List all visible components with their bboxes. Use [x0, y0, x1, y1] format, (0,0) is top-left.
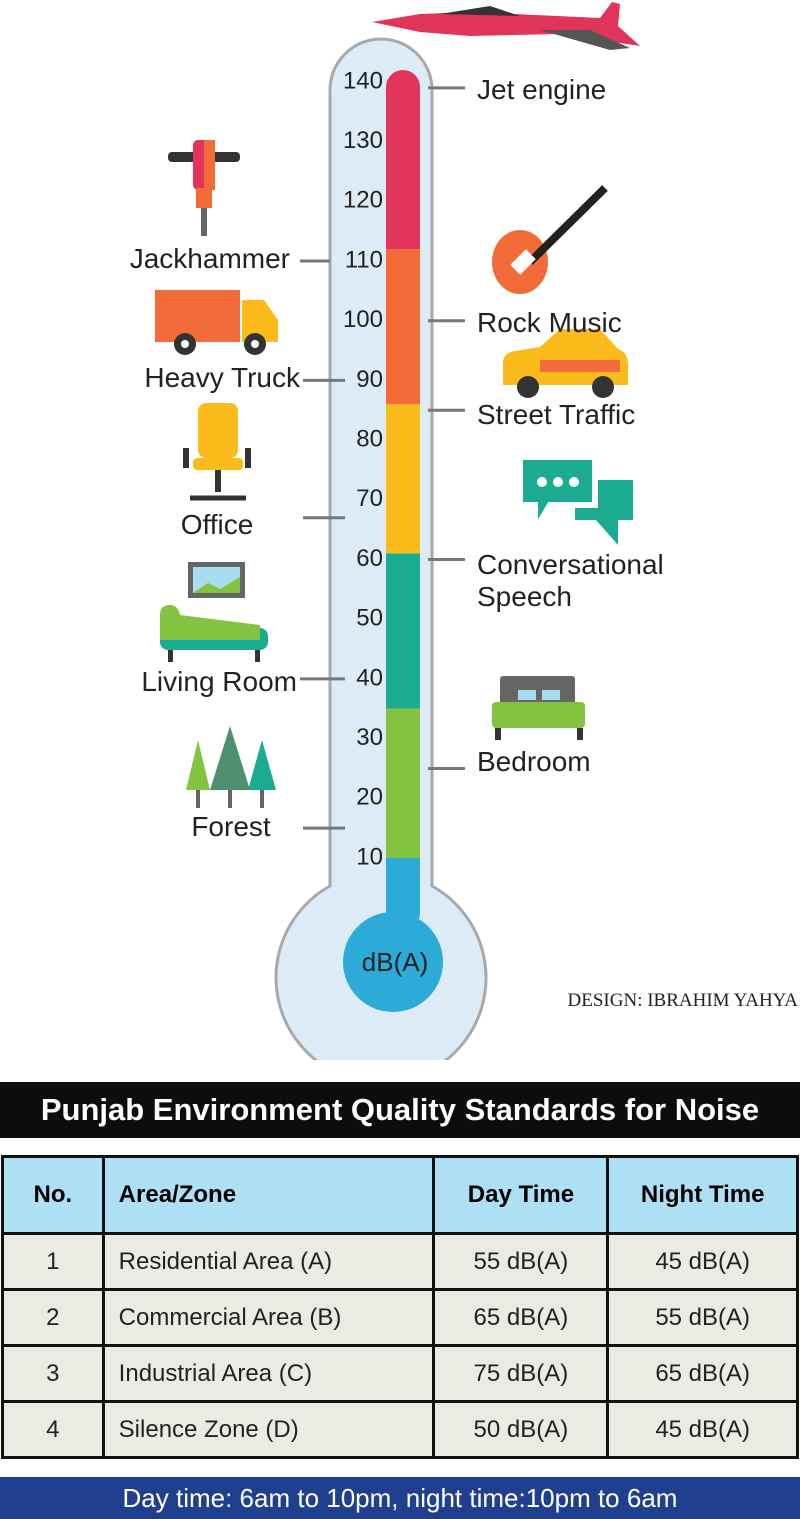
footnote: Day time: 6am to 10pm, night time:10pm t…	[0, 1477, 800, 1519]
jackhammer-icon	[168, 140, 240, 236]
table-cell: 45 dB(A)	[606, 1232, 799, 1291]
tick-label: 90	[356, 366, 383, 393]
tick-label: 10	[356, 843, 383, 870]
tick-label: 140	[343, 67, 383, 94]
marker-label: Conversational Speech	[477, 549, 664, 612]
marker-label: Living Room	[141, 666, 297, 697]
table-cell: Residential Area (A)	[101, 1232, 436, 1291]
marker-label: Street Traffic	[477, 399, 636, 430]
tick-label: 100	[343, 306, 383, 333]
column	[386, 70, 420, 930]
living-room-icon	[160, 562, 268, 662]
tick-label: 40	[356, 664, 383, 691]
band	[386, 708, 420, 858]
guitar-icon	[492, 185, 608, 294]
tick-label: 60	[356, 545, 383, 572]
table-cell: 55 dB(A)	[606, 1288, 799, 1347]
marker-label: Bedroom	[477, 746, 591, 777]
tick-label: 20	[356, 784, 383, 811]
tick-label: 130	[343, 127, 383, 154]
car-icon	[503, 329, 628, 398]
table-title: Punjab Environment Quality Standards for…	[0, 1082, 800, 1138]
tick-label: 70	[356, 485, 383, 512]
truck-icon	[155, 290, 278, 355]
table-cell: Silence Zone (D)	[101, 1400, 436, 1459]
band	[386, 70, 420, 250]
marker-label: Heavy Truck	[144, 362, 300, 393]
header-cell: No.	[1, 1155, 105, 1235]
table-cell: 75 dB(A)	[432, 1344, 610, 1403]
tick-label: 110	[345, 246, 383, 273]
marker-label: Jet engine	[477, 74, 607, 105]
table-cell: 55 dB(A)	[432, 1232, 610, 1291]
band	[386, 249, 420, 405]
tick-label: 120	[343, 187, 383, 214]
thermometer: dB(A) 10 20 30 40 50 60 70 80 90 100 110 120 130 140	[155, 2, 640, 1060]
table-row: 2 Commercial Area (B) 65 dB(A) 55 dB(A)	[1, 1288, 799, 1347]
marker-label: Jackhammer	[129, 243, 290, 274]
table-row: 4 Silence Zone (D) 50 dB(A) 45 dB(A)	[1, 1400, 799, 1459]
header-cell: Day Time	[432, 1155, 610, 1235]
bed-icon	[492, 676, 585, 740]
header-row: No. Area/Zone Day Time Night Time	[1, 1155, 799, 1235]
table-cell: 45 dB(A)	[606, 1400, 799, 1459]
tick-label: 30	[356, 724, 383, 751]
table-row: 1 Residential Area (A) 55 dB(A) 45 dB(A)	[1, 1232, 799, 1291]
table-cell: 3	[1, 1344, 105, 1403]
table-cell: 50 dB(A)	[432, 1400, 610, 1459]
table-cell: Industrial Area (C)	[101, 1344, 436, 1403]
standards-table: No. Area/Zone Day Time Night Time 1 Residenti…	[1, 1155, 799, 1459]
tube	[274, 37, 488, 1060]
bulb	[343, 912, 443, 1012]
table-cell: 65 dB(A)	[432, 1288, 610, 1347]
header-cell: Night Time	[606, 1155, 799, 1235]
unit-label: dB(A)	[362, 947, 428, 977]
chair-icon	[183, 403, 251, 501]
table-cell: 1	[1, 1232, 105, 1291]
band	[386, 404, 420, 554]
tick-label: 50	[356, 605, 383, 632]
marker-label: Forest	[191, 811, 271, 842]
jet-icon	[372, 2, 640, 50]
table-cell: 2	[1, 1288, 105, 1347]
forest-icon	[186, 726, 276, 808]
table-cell: 4	[1, 1400, 105, 1459]
credit: DESIGN: IBRAHIM YAHYA	[567, 990, 798, 1011]
tick-label: 80	[356, 425, 383, 452]
table-row: 3 Industrial Area (C) 75 dB(A) 65 dB(A)	[1, 1344, 799, 1403]
header-cell: Area/Zone	[101, 1155, 436, 1235]
table-cell: 65 dB(A)	[606, 1344, 799, 1403]
marker-label: Office	[180, 509, 254, 540]
band	[386, 553, 420, 709]
marker-label: Rock Music	[477, 307, 622, 338]
speech-icon	[517, 454, 633, 545]
table-cell: Commercial Area (B)	[101, 1288, 436, 1347]
